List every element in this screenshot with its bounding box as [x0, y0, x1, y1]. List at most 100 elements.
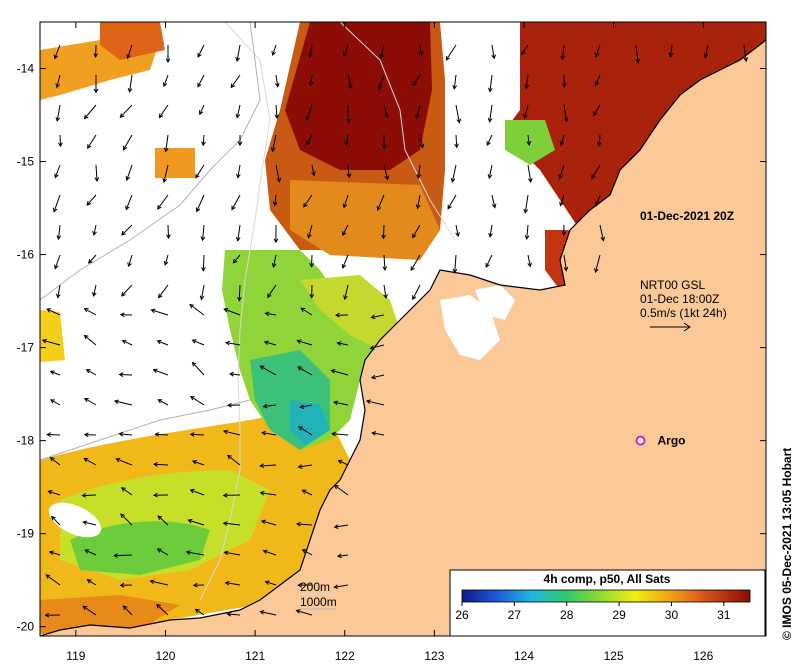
current-arrow-icon — [333, 400, 349, 406]
current-arrow-icon — [743, 44, 749, 63]
current-arrow-icon — [561, 74, 567, 88]
current-arrow-icon — [81, 493, 97, 498]
current-arrow-icon — [55, 104, 61, 122]
current-arrow-icon — [83, 104, 97, 120]
current-arrow-icon — [263, 340, 277, 346]
current-arrow-icon — [309, 284, 315, 299]
current-arrow-icon — [120, 513, 133, 526]
current-arrow-icon — [156, 603, 169, 616]
lon-tick-label: 120 — [155, 649, 175, 663]
current-arrow-icon — [83, 334, 97, 346]
current-arrow-icon — [195, 194, 205, 213]
argo-float-icon — [635, 435, 646, 446]
current-arrow-icon — [150, 308, 169, 316]
lon-tick-label: 123 — [424, 649, 444, 663]
current-arrow-icon — [49, 370, 61, 376]
current-legend-line1: NRT00 GSL — [640, 278, 705, 292]
current-arrow-icon — [419, 134, 425, 149]
current-arrow-icon — [58, 134, 63, 148]
current-arrow-icon — [119, 312, 133, 318]
current-arrow-icon — [197, 44, 205, 58]
current-arrow-icon — [337, 459, 349, 466]
current-arrow-icon — [192, 582, 205, 588]
current-arrow-icon — [524, 224, 530, 241]
current-arrow-icon — [410, 254, 421, 272]
current-arrow-icon — [189, 395, 205, 406]
current-arrow-icon — [376, 194, 385, 211]
current-arrow-icon — [152, 492, 169, 498]
current-arrow-icon — [189, 432, 205, 437]
current-arrow-icon — [308, 44, 313, 58]
current-arrow-icon — [299, 404, 313, 409]
current-arrow-icon — [223, 550, 241, 556]
current-arrow-icon — [125, 164, 133, 182]
current-arrow-icon — [121, 339, 133, 346]
current-arrow-icon — [341, 254, 349, 269]
current-arrow-icon — [53, 44, 61, 60]
current-arrow-icon — [521, 44, 529, 56]
current-arrow-icon — [381, 224, 386, 240]
current-arrow-icon — [524, 74, 529, 90]
current-arrow-icon — [365, 399, 385, 406]
current-arrow-icon — [561, 224, 567, 237]
current-arrow-icon — [703, 44, 709, 59]
current-arrow-icon — [260, 519, 277, 526]
current-arrow-icon — [226, 454, 241, 466]
current-arrow-icon — [272, 194, 278, 207]
current-arrow-icon — [189, 304, 205, 316]
current-arrow-icon — [523, 104, 529, 120]
current-arrow-icon — [560, 44, 566, 61]
current-arrow-icon — [445, 44, 457, 61]
current-arrow-icon — [491, 194, 497, 209]
argo-label: Argo — [658, 434, 686, 448]
current-vectors — [41, 44, 749, 618]
current-arrow-icon — [415, 194, 421, 210]
current-arrow-icon — [383, 104, 389, 119]
current-arrow-icon — [308, 74, 314, 87]
current-arrow-icon — [226, 611, 241, 617]
current-arrow-icon — [231, 194, 241, 211]
current-arrow-icon — [558, 164, 565, 180]
current-arrow-icon — [41, 338, 61, 346]
current-arrow-icon — [311, 164, 316, 177]
current-arrow-icon — [121, 224, 133, 236]
current-arrow-icon — [91, 284, 97, 298]
current-arrow-icon — [455, 224, 460, 238]
current-scale-arrow-icon — [650, 322, 691, 332]
current-arrow-icon — [559, 194, 565, 207]
current-arrow-icon — [222, 429, 241, 436]
current-arrow-icon — [157, 515, 169, 526]
current-arrow-icon — [191, 459, 205, 466]
current-arrow-icon — [50, 515, 61, 526]
current-arrow-icon — [235, 104, 241, 119]
current-arrow-icon — [343, 284, 349, 301]
current-arrow-icon — [259, 490, 277, 496]
current-arrow-icon — [377, 74, 385, 91]
current-arrow-icon — [223, 307, 241, 316]
current-arrow-icon — [47, 489, 61, 496]
current-arrow-icon — [271, 254, 277, 268]
lon-tick-label: 121 — [245, 649, 265, 663]
lon-tick-label: 122 — [335, 649, 355, 663]
current-arrow-icon — [383, 284, 388, 299]
current-arrow-icon — [415, 104, 421, 120]
current-arrow-icon — [153, 462, 169, 467]
current-legend-line3: 0.5m/s (1kt 24h) — [640, 306, 727, 320]
current-arrow-icon — [93, 44, 99, 58]
current-arrow-icon — [259, 365, 277, 376]
current-arrow-icon — [450, 164, 457, 183]
current-arrow-icon — [237, 134, 243, 147]
current-arrow-icon — [273, 224, 279, 244]
current-arrow-icon — [594, 254, 601, 274]
current-arrow-icon — [264, 580, 277, 586]
current-arrow-icon — [485, 254, 493, 268]
current-arrow-icon — [383, 164, 390, 181]
current-arrow-icon — [301, 489, 313, 496]
current-arrow-icon — [336, 341, 349, 346]
current-arrow-icon — [118, 372, 133, 378]
current-arrow-icon — [264, 311, 277, 317]
current-arrow-icon — [527, 254, 532, 268]
lat-tick-label: -17 — [17, 341, 35, 355]
current-arrow-icon — [416, 164, 422, 179]
